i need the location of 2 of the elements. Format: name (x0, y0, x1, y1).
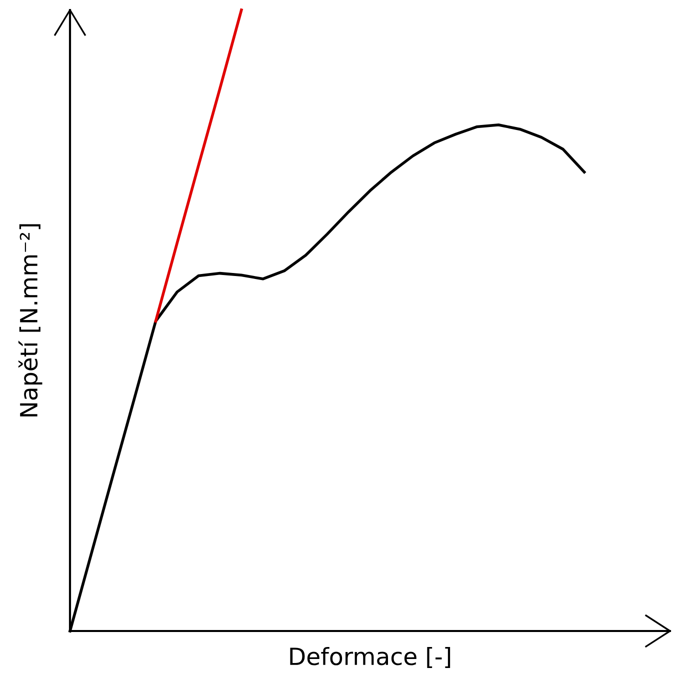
x-axis-title: Deformace [-] (290, 646, 450, 668)
y-axis-title: Napětí [N.mm⁻²] (18, 224, 42, 416)
